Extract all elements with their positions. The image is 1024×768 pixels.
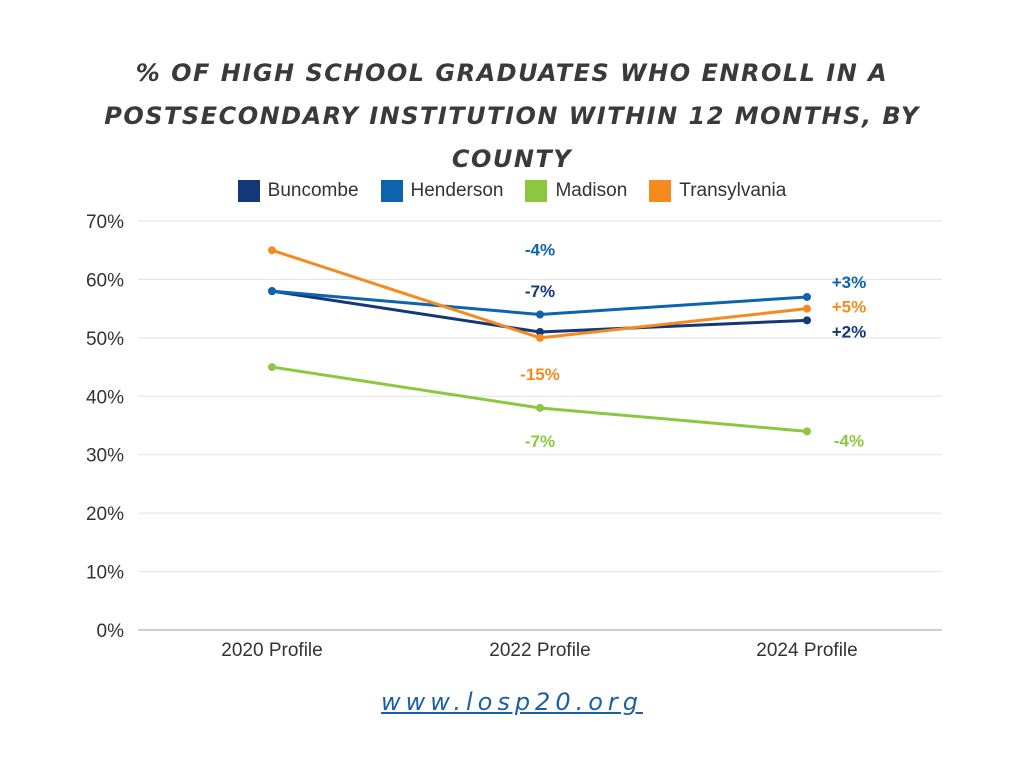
y-tick-label: 40% xyxy=(86,387,124,408)
y-tick-label: 0% xyxy=(97,621,125,642)
data-label: -7% xyxy=(525,282,555,301)
x-tick-label: 2020 Profile xyxy=(221,640,322,661)
legend-swatch-henderson xyxy=(380,180,403,202)
y-tick-label: 50% xyxy=(86,329,124,350)
legend: Buncombe Henderson Madison Transylvania xyxy=(0,180,1024,202)
data-point xyxy=(803,316,811,325)
legend-label-henderson: Henderson xyxy=(410,180,504,201)
y-tick-label: 60% xyxy=(86,270,124,291)
data-point xyxy=(268,363,276,372)
data-label: -4% xyxy=(525,240,555,259)
legend-item-madison: Madison xyxy=(525,180,627,202)
data-label: -7% xyxy=(525,432,555,451)
y-tick-label: 30% xyxy=(86,446,124,467)
legend-swatch-madison xyxy=(525,180,548,202)
legend-label-transylvania: Transylvania xyxy=(679,180,787,201)
data-label: +2% xyxy=(832,322,867,341)
data-point xyxy=(268,287,276,296)
legend-swatch-transylvania xyxy=(649,180,672,202)
data-point xyxy=(268,246,276,255)
y-tick-label: 10% xyxy=(86,563,124,584)
data-point xyxy=(803,292,811,301)
data-point xyxy=(536,403,544,412)
legend-item-transylvania: Transylvania xyxy=(649,180,786,202)
x-tick-label: 2024 Profile xyxy=(756,640,857,661)
data-point xyxy=(536,333,544,342)
x-tick-label: 2022 Profile xyxy=(489,640,590,661)
legend-label-buncombe: Buncombe xyxy=(267,180,359,201)
data-label: +5% xyxy=(832,298,867,317)
data-label: -4% xyxy=(834,431,864,450)
y-tick-label: 20% xyxy=(86,504,124,525)
y-tick-label: 70% xyxy=(86,212,124,233)
data-label: +3% xyxy=(832,273,867,292)
legend-item-henderson: Henderson xyxy=(380,180,504,202)
data-point xyxy=(536,310,544,319)
data-point xyxy=(803,427,811,436)
website-link[interactable]: www.losp20.org xyxy=(380,688,644,716)
data-point xyxy=(803,304,811,313)
legend-swatch-buncombe xyxy=(237,180,260,202)
chart-title: % OF HIGH SCHOOL GRADUATES WHO ENROLL IN… xyxy=(104,59,920,173)
data-label: -15% xyxy=(520,365,560,384)
legend-item-buncombe: Buncombe xyxy=(237,180,359,202)
data-point xyxy=(536,328,544,337)
legend-label-madison: Madison xyxy=(555,180,628,201)
